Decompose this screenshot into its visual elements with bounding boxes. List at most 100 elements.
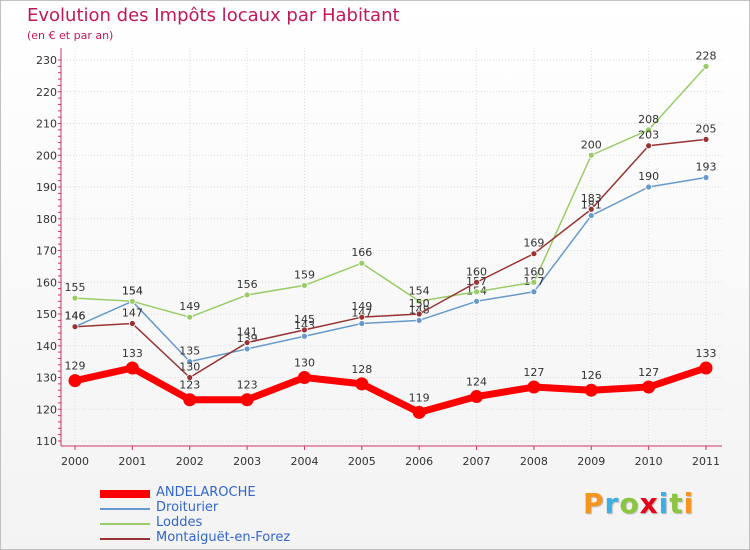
logo-letter: i (658, 487, 670, 520)
series-line-loddes (74, 65, 707, 318)
data-point-andelaroche (584, 383, 598, 397)
data-point-droiturier (587, 212, 595, 219)
data-label-andelaroche: 129 (65, 360, 86, 373)
x-tick-label: 2004 (290, 455, 318, 468)
data-label-montaigu-t-en-forez: 147 (122, 307, 143, 320)
data-point-montaigu-t-en-forez (530, 250, 538, 258)
data-label-andelaroche: 126 (581, 369, 602, 382)
x-tick-label: 2009 (577, 455, 605, 468)
legend-label: Loddes (156, 515, 203, 530)
data-point-andelaroche (183, 393, 197, 407)
data-point-loddes (530, 278, 538, 286)
y-tick-label: 190 (36, 181, 57, 194)
series-line-andelaroche (74, 364, 708, 416)
data-label-andelaroche: 133 (122, 347, 143, 360)
y-tick-label: 160 (36, 276, 57, 289)
data-label-montaigu-t-en-forez: 203 (638, 129, 659, 142)
data-label-montaigu-t-en-forez: 160 (466, 265, 487, 278)
data-label-loddes: 228 (696, 49, 717, 62)
y-tick-label: 140 (36, 340, 57, 353)
legend-swatch (100, 538, 150, 540)
data-label-droiturier: 181 (581, 199, 602, 212)
data-label-andelaroche: 127 (523, 366, 544, 379)
y-tick-label: 220 (36, 86, 57, 99)
data-point-andelaroche (68, 374, 82, 388)
data-point-loddes (645, 126, 653, 134)
data-label-montaigu-t-en-forez: 183 (581, 192, 602, 205)
data-label-loddes: 154 (122, 284, 143, 297)
chart-subtitle: (en € et par an) (27, 29, 114, 42)
logo-letter: P (583, 487, 605, 520)
legend-label: Droiturier (156, 500, 219, 515)
data-point-loddes (587, 151, 595, 159)
data-point-loddes (415, 297, 423, 305)
data-point-andelaroche (642, 380, 656, 394)
legend-label: Montaiguët-en-Forez (156, 530, 291, 545)
data-point-montaigu-t-en-forez (415, 310, 423, 318)
data-label-droiturier: 148 (409, 303, 430, 316)
logo-letter: x (639, 487, 659, 520)
data-label-loddes: 166 (351, 246, 372, 259)
data-label-loddes: 159 (294, 268, 315, 281)
legend-swatch (100, 490, 150, 498)
data-point-droiturier (358, 320, 366, 327)
data-point-andelaroche (699, 361, 713, 375)
chart-title: Evolution des Impôts locaux par Habitant (27, 5, 400, 26)
data-label-loddes: 156 (237, 278, 258, 291)
data-label-andelaroche: 130 (294, 357, 315, 370)
data-label-droiturier: 154 (122, 284, 143, 297)
data-label-andelaroche: 133 (696, 347, 717, 360)
x-tick-label: 2003 (233, 455, 261, 468)
data-label-droiturier: 135 (179, 345, 200, 358)
data-point-loddes (243, 291, 251, 299)
proxiti-logo: Proxiti (583, 487, 694, 520)
x-tick-label: 2006 (405, 455, 433, 468)
data-label-montaigu-t-en-forez: 150 (409, 297, 430, 310)
data-label-montaigu-t-en-forez: 146 (65, 310, 86, 323)
data-point-droiturier (243, 345, 251, 353)
data-label-loddes: 208 (638, 113, 659, 126)
data-label-andelaroche: 128 (351, 363, 372, 376)
legend-label: ANDELAROCHE (156, 485, 256, 500)
series-line-montaigu-t-en-forez (74, 138, 707, 379)
series-line-droiturier (74, 176, 707, 363)
x-tick-label: 2007 (463, 455, 491, 468)
data-point-montaigu-t-en-forez (128, 320, 136, 327)
data-label-montaigu-t-en-forez: 149 (351, 300, 372, 313)
data-point-montaigu-t-en-forez (358, 313, 366, 321)
x-tick-label: 2002 (176, 455, 204, 468)
x-tick-label: 2011 (692, 455, 720, 468)
data-label-loddes: 154 (409, 284, 430, 297)
y-tick-label: 120 (36, 403, 57, 416)
data-label-loddes: 155 (65, 281, 86, 294)
data-point-montaigu-t-en-forez (243, 339, 251, 346)
data-point-loddes (702, 62, 710, 70)
y-tick-label: 210 (36, 118, 57, 131)
data-point-droiturier (186, 358, 194, 366)
data-label-droiturier: 190 (638, 170, 659, 183)
y-tick-label: 150 (36, 308, 57, 321)
data-point-andelaroche (527, 380, 541, 394)
logo-letter: r (604, 487, 620, 520)
x-tick-label: 2001 (118, 455, 146, 468)
data-point-droiturier (702, 174, 710, 181)
data-point-andelaroche (125, 361, 139, 375)
y-tick-label: 230 (36, 54, 57, 67)
data-point-droiturier (415, 316, 423, 324)
data-point-loddes (186, 313, 194, 321)
data-point-loddes (301, 282, 308, 289)
data-label-andelaroche: 127 (638, 366, 659, 379)
x-tick-label: 2005 (348, 455, 376, 468)
data-point-montaigu-t-en-forez (473, 278, 480, 286)
data-label-loddes: 149 (179, 300, 200, 313)
data-label-droiturier: 146 (65, 310, 86, 323)
data-point-droiturier (473, 297, 480, 305)
data-point-montaigu-t-en-forez (301, 326, 308, 334)
data-point-loddes (128, 297, 136, 305)
data-point-montaigu-t-en-forez (71, 323, 79, 331)
y-tick-label: 200 (36, 149, 57, 162)
logo-letter: t (669, 487, 684, 520)
data-point-andelaroche (297, 371, 311, 384)
data-point-loddes (358, 259, 366, 267)
